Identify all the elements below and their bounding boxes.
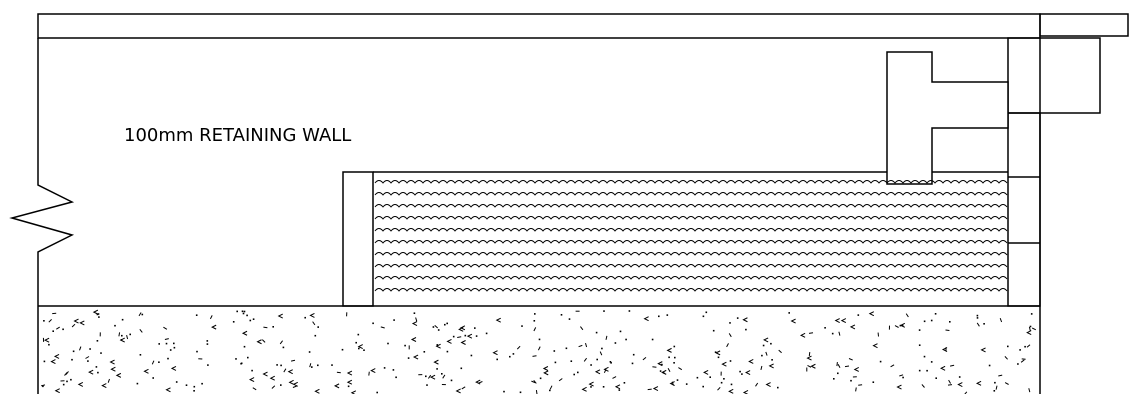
top-capping-slab xyxy=(37,13,1041,39)
t-bracket xyxy=(886,51,1009,185)
fascia-block xyxy=(1007,37,1101,114)
break-line-symbol xyxy=(9,38,75,306)
retaining-wall-label: 100mm RETAINING WALL xyxy=(124,125,352,146)
concrete-hatch xyxy=(40,309,1037,394)
masonry-column xyxy=(1007,112,1041,307)
retaining-wall-post xyxy=(342,171,374,307)
capping-projection xyxy=(1039,13,1129,37)
backfill-hatch xyxy=(374,180,1008,292)
